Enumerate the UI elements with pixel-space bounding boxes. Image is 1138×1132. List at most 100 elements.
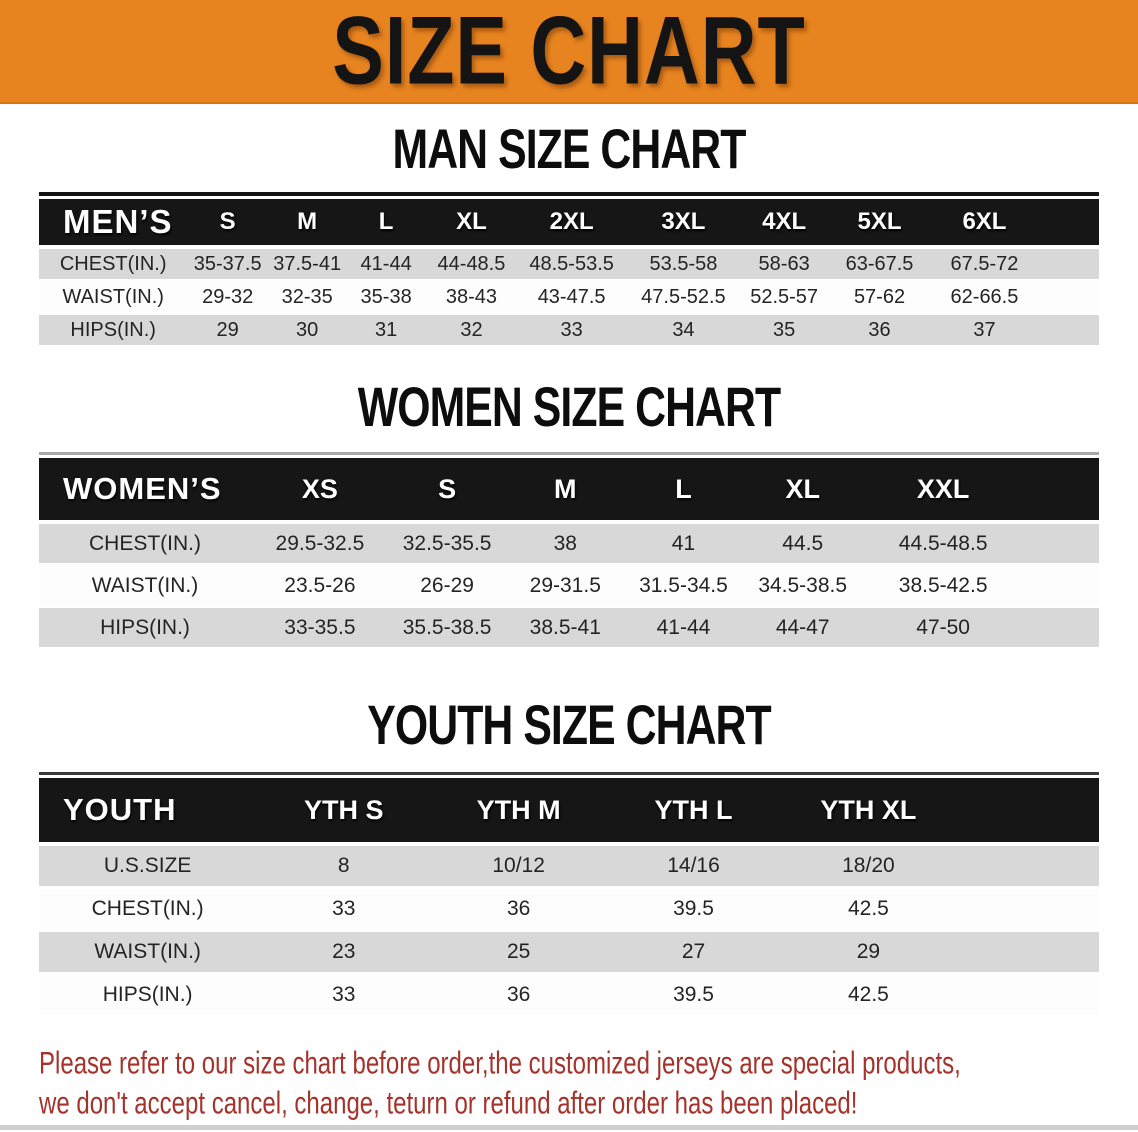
measurement-value: 29.5-32.5 xyxy=(251,522,389,566)
measurement-value: 34.5-38.5 xyxy=(741,564,864,608)
measurement-row: CHEST(IN.) 35-37.5 37.5-41 41-44 44-48.5 48.5… xyxy=(39,247,1099,282)
disclaimer-line-1: Please refer to our size chart before or… xyxy=(39,1044,1099,1084)
measurement-value: 38-43 xyxy=(425,280,518,315)
measurement-value: 38 xyxy=(505,522,626,566)
table-corner-label: WOMEN’S xyxy=(39,458,251,524)
row-spacer xyxy=(1037,280,1099,315)
measurement-value: 29 xyxy=(780,930,956,975)
row-spacer xyxy=(955,887,1099,932)
measurement-value: 41-44 xyxy=(346,247,426,282)
measurement-value: 44-48.5 xyxy=(425,247,518,282)
row-label: CHEST(IN.) xyxy=(39,247,188,282)
row-label: WAIST(IN.) xyxy=(39,930,257,975)
measurement-value: 30 xyxy=(267,313,347,348)
measurement-value: 63-67.5 xyxy=(827,247,932,282)
measurement-value: 32 xyxy=(425,313,518,348)
measurement-value: 36 xyxy=(431,973,607,1018)
measurement-value: 18/20 xyxy=(780,844,956,889)
size-column-header: 3XL xyxy=(626,199,741,249)
size-column-header: YTH S xyxy=(256,778,432,846)
measurement-value: 31 xyxy=(346,313,426,348)
measurement-value: 25 xyxy=(431,930,607,975)
measurement-row: CHEST(IN.) 29.5-32.5 32.5-35.5 38 41 44.5 44.5… xyxy=(39,522,1099,566)
size-column-header: 5XL xyxy=(827,199,932,249)
measurement-value: 27 xyxy=(606,930,781,975)
measurement-value: 42.5 xyxy=(780,887,956,932)
disclaimer-line-2: we don't accept cancel, change, teturn o… xyxy=(39,1084,1099,1124)
measurement-row: HIPS(IN.) 33-35.5 35.5-38.5 38.5-41 41-44 44-… xyxy=(39,606,1099,650)
measurement-value: 41-44 xyxy=(625,606,742,650)
table-corner-label: MEN’S xyxy=(39,199,188,249)
measurement-value: 42.5 xyxy=(780,973,956,1018)
measurement-value: 37 xyxy=(931,313,1038,348)
measurement-row: WAIST(IN.) 23.5-26 26-29 29-31.5 31.5-34.5 34… xyxy=(39,564,1099,608)
measurement-value: 35 xyxy=(740,313,828,348)
measurement-row: CHEST(IN.) 33 36 39.5 42.5 xyxy=(39,887,1099,932)
measurement-value: 41 xyxy=(625,522,742,566)
bottom-edge-strip xyxy=(0,1125,1138,1130)
womens-size-table: WOMEN’S XS S M L XL XXL CHEST(IN.) 29.5-32.5 32.5… xyxy=(39,458,1099,650)
man-size-chart-heading: MAN SIZE CHART xyxy=(392,117,747,181)
measurement-value: 32.5-35.5 xyxy=(388,522,506,566)
measurement-value: 44.5 xyxy=(741,522,864,566)
measurement-value: 10/12 xyxy=(431,844,607,889)
content-area: MAN SIZE CHART MEN’S S M L XL 2XL 3XL 4XL 5XL 6XL… xyxy=(0,121,1138,1124)
measurement-value: 35-37.5 xyxy=(187,247,268,282)
measurement-value: 47-50 xyxy=(863,606,1023,650)
row-label: U.S.SIZE xyxy=(39,844,257,889)
women-size-chart-heading: WOMEN SIZE CHART xyxy=(357,375,781,439)
measurement-value: 34 xyxy=(626,313,741,348)
row-label: WAIST(IN.) xyxy=(39,564,251,608)
row-spacer xyxy=(1022,522,1099,566)
measurement-value: 14/16 xyxy=(606,844,781,889)
row-spacer xyxy=(1022,564,1099,608)
banner-title: SIZE CHART xyxy=(332,0,806,105)
size-column-header: 6XL xyxy=(931,199,1038,249)
row-label: HIPS(IN.) xyxy=(39,973,257,1018)
measurement-value: 23.5-26 xyxy=(251,564,389,608)
measurement-value: 62-66.5 xyxy=(931,280,1038,315)
measurement-value: 38.5-42.5 xyxy=(863,564,1023,608)
size-column-header: XXL xyxy=(863,458,1023,524)
measurement-value: 67.5-72 xyxy=(931,247,1038,282)
measurement-value: 39.5 xyxy=(606,887,781,932)
size-column-header: M xyxy=(505,458,626,524)
measurement-value: 53.5-58 xyxy=(626,247,741,282)
mens-table-wrapper: MEN’S S M L XL 2XL 3XL 4XL 5XL 6XL CHEST(IN.) 35-37… xyxy=(39,192,1099,348)
measurement-value: 58-63 xyxy=(740,247,828,282)
size-column-header: S xyxy=(388,458,506,524)
row-spacer xyxy=(955,844,1099,889)
measurement-value: 33 xyxy=(517,313,627,348)
measurement-value: 31.5-34.5 xyxy=(625,564,742,608)
measurement-row: HIPS(IN.) 33 36 39.5 42.5 xyxy=(39,973,1099,1018)
row-label: HIPS(IN.) xyxy=(39,313,188,348)
measurement-value: 8 xyxy=(256,844,432,889)
measurement-value: 44.5-48.5 xyxy=(863,522,1023,566)
youth-table-wrapper: YOUTH YTH S YTH M YTH L YTH XL U.S.SIZE 8 10/12… xyxy=(39,772,1099,1018)
measurement-row: WAIST(IN.) 23 25 27 29 xyxy=(39,930,1099,975)
row-label: HIPS(IN.) xyxy=(39,606,251,650)
youth-size-table: YOUTH YTH S YTH M YTH L YTH XL U.S.SIZE 8 10/12… xyxy=(39,778,1099,1018)
measurement-value: 57-62 xyxy=(827,280,932,315)
size-column-header: M xyxy=(267,199,347,249)
measurement-value: 29-31.5 xyxy=(505,564,626,608)
size-column-header: 4XL xyxy=(740,199,828,249)
measurement-value: 33 xyxy=(256,973,432,1018)
table-corner-label: YOUTH xyxy=(39,778,257,846)
youth-size-chart-heading: YOUTH SIZE CHART xyxy=(367,693,771,757)
size-column-header: XS xyxy=(251,458,389,524)
measurement-value: 52.5-57 xyxy=(740,280,828,315)
size-column-header: YTH XL xyxy=(780,778,956,846)
header-spacer xyxy=(955,778,1099,846)
disclaimer-line-2-text: we don't accept cancel, change, teturn o… xyxy=(39,1086,858,1121)
measurement-value: 32-35 xyxy=(267,280,347,315)
row-spacer xyxy=(1037,313,1099,348)
measurement-value: 36 xyxy=(827,313,932,348)
row-spacer xyxy=(1037,247,1099,282)
measurement-value: 23 xyxy=(256,930,432,975)
row-spacer xyxy=(1022,606,1099,650)
row-label: CHEST(IN.) xyxy=(39,887,257,932)
size-column-header: YTH M xyxy=(431,778,607,846)
header-spacer xyxy=(1022,458,1099,524)
measurement-row: HIPS(IN.) 29 30 31 32 33 34 35 36 37 xyxy=(39,313,1099,348)
